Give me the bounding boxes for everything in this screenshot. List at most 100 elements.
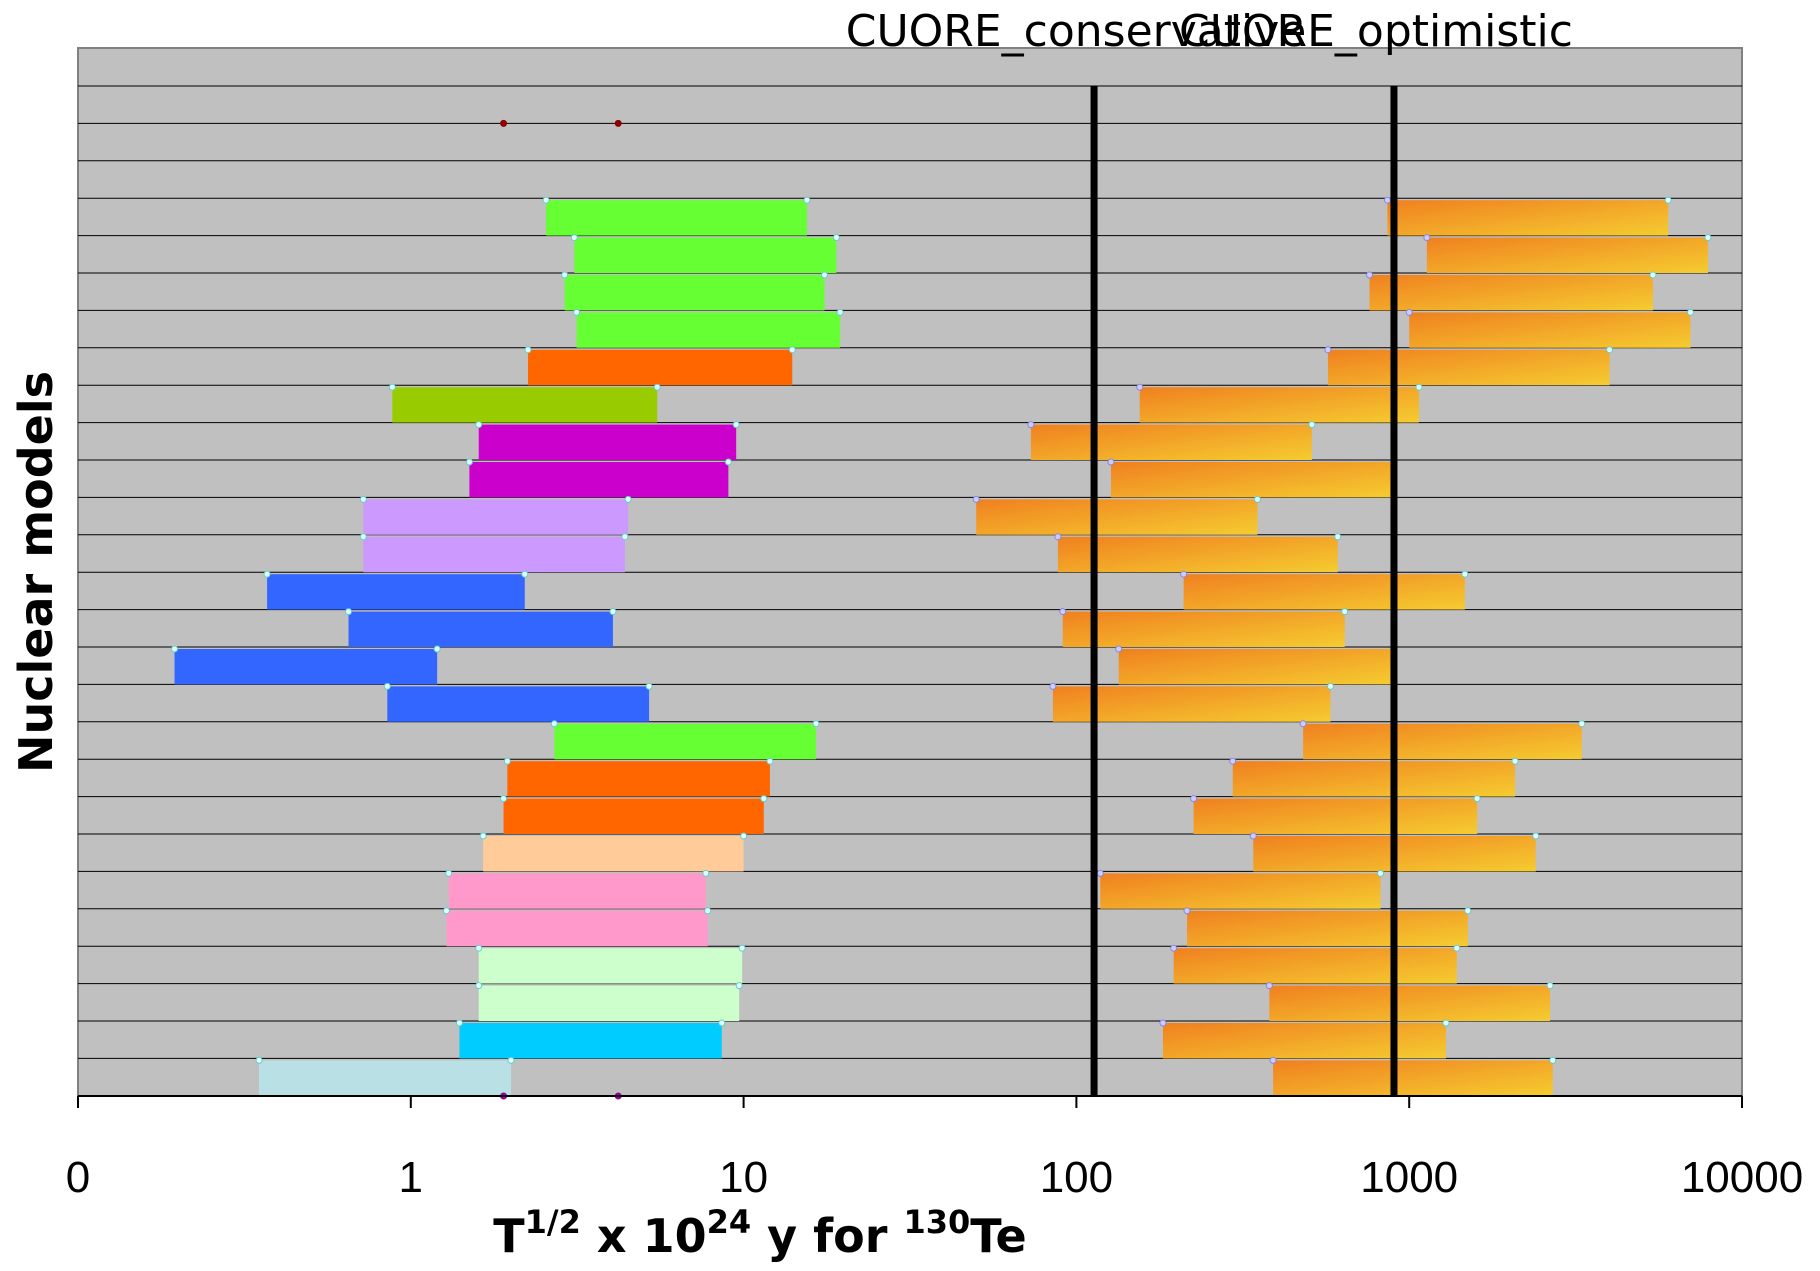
range-marker <box>442 907 450 915</box>
range-bar <box>1118 649 1394 685</box>
range-bar <box>1409 312 1691 348</box>
range-marker <box>1308 421 1316 429</box>
range-marker <box>609 608 617 616</box>
range-marker <box>433 645 441 653</box>
range-marker <box>735 982 743 990</box>
range-marker <box>1464 907 1472 915</box>
range-bar <box>446 910 708 947</box>
range-marker <box>621 533 629 541</box>
range-bar <box>174 649 438 685</box>
range-marker <box>1049 682 1057 690</box>
range-bar <box>1052 686 1331 722</box>
x-tick-label: 10000 <box>1681 1153 1803 1202</box>
range-marker <box>503 757 511 765</box>
range-marker <box>455 1019 463 1027</box>
range-bar <box>259 1060 511 1096</box>
range-bar <box>1030 424 1312 460</box>
reference-line-label: CUORE_optimistic <box>1179 6 1573 57</box>
range-marker <box>788 346 796 354</box>
range-marker <box>1253 495 1261 503</box>
range-marker <box>550 720 558 728</box>
range-bar <box>1162 1023 1447 1059</box>
range-bar <box>1232 761 1516 797</box>
range-marker <box>255 1056 263 1064</box>
range-bar <box>448 873 706 909</box>
range-marker <box>653 383 661 391</box>
range-bar <box>1057 536 1338 573</box>
x-axis-title-after: y for <box>751 1209 903 1263</box>
range-marker <box>1180 570 1188 578</box>
range-marker <box>803 196 811 204</box>
range-marker <box>1054 533 1062 541</box>
x-axis-title-base-sup: 1/2 <box>525 1203 581 1241</box>
range-marker <box>1405 308 1413 316</box>
range-marker <box>1249 832 1257 840</box>
x-tick-label: 0 <box>66 1153 90 1202</box>
range-bar <box>267 574 525 610</box>
range-bar <box>1187 910 1468 947</box>
range-marker <box>1442 1019 1450 1027</box>
x-axis-title: T1/2 x 1024 y for 130Te <box>493 1203 1026 1263</box>
range-bar <box>574 237 837 273</box>
range-marker <box>383 682 391 690</box>
range-marker <box>500 795 508 803</box>
range-marker <box>1549 1056 1557 1064</box>
range-marker <box>624 495 632 503</box>
range-marker <box>645 682 653 690</box>
range-marker <box>1461 570 1469 578</box>
range-marker <box>1423 234 1431 242</box>
range-bar <box>478 985 740 1021</box>
y-axis-title: Nuclear models <box>9 371 63 773</box>
range-bar <box>564 275 825 311</box>
range-marker <box>1096 869 1104 877</box>
range-marker <box>718 1019 726 1027</box>
range-bar <box>1369 275 1653 311</box>
range-marker <box>1606 346 1614 354</box>
range-bar <box>1303 723 1582 760</box>
points <box>500 119 622 1100</box>
data-point <box>614 119 622 127</box>
x-tick-label: 100 <box>1040 1153 1113 1202</box>
range-marker <box>1546 982 1554 990</box>
range-bar <box>1110 462 1394 498</box>
range-marker <box>465 458 473 466</box>
range-marker <box>524 346 532 354</box>
x-axis-title-mid-sup: 24 <box>707 1203 752 1241</box>
range-marker <box>732 421 740 429</box>
x-axis-title-base: T <box>493 1209 525 1263</box>
range-marker <box>1059 608 1067 616</box>
range-marker <box>724 458 732 466</box>
range-bar <box>1426 237 1708 273</box>
range-bar <box>478 948 743 984</box>
range-marker <box>475 944 483 952</box>
range-marker <box>1115 645 1123 653</box>
range-marker <box>1269 1056 1277 1064</box>
range-bar <box>348 611 613 647</box>
range-marker <box>359 533 367 541</box>
range-marker <box>1704 234 1712 242</box>
range-bar <box>363 536 625 573</box>
range-marker <box>573 308 581 316</box>
range-bar <box>483 836 744 872</box>
range-marker <box>1473 795 1481 803</box>
range-marker <box>1383 196 1391 204</box>
range-bar <box>1387 200 1669 236</box>
range-marker <box>1664 196 1672 204</box>
range-bar <box>1269 985 1551 1021</box>
x-axis-title-mid: x 10 <box>581 1209 707 1263</box>
range-bar <box>1327 349 1610 386</box>
range-marker <box>972 495 980 503</box>
range-marker <box>345 608 353 616</box>
range-marker <box>1299 720 1307 728</box>
range-marker <box>1159 1019 1167 1027</box>
range-bar <box>1183 574 1465 610</box>
range-bar <box>392 387 658 423</box>
range-bar <box>503 798 764 834</box>
range-marker <box>1377 869 1385 877</box>
range-marker <box>1190 795 1198 803</box>
range-marker <box>542 196 550 204</box>
range-marker <box>521 570 529 578</box>
range-marker <box>1366 271 1374 279</box>
